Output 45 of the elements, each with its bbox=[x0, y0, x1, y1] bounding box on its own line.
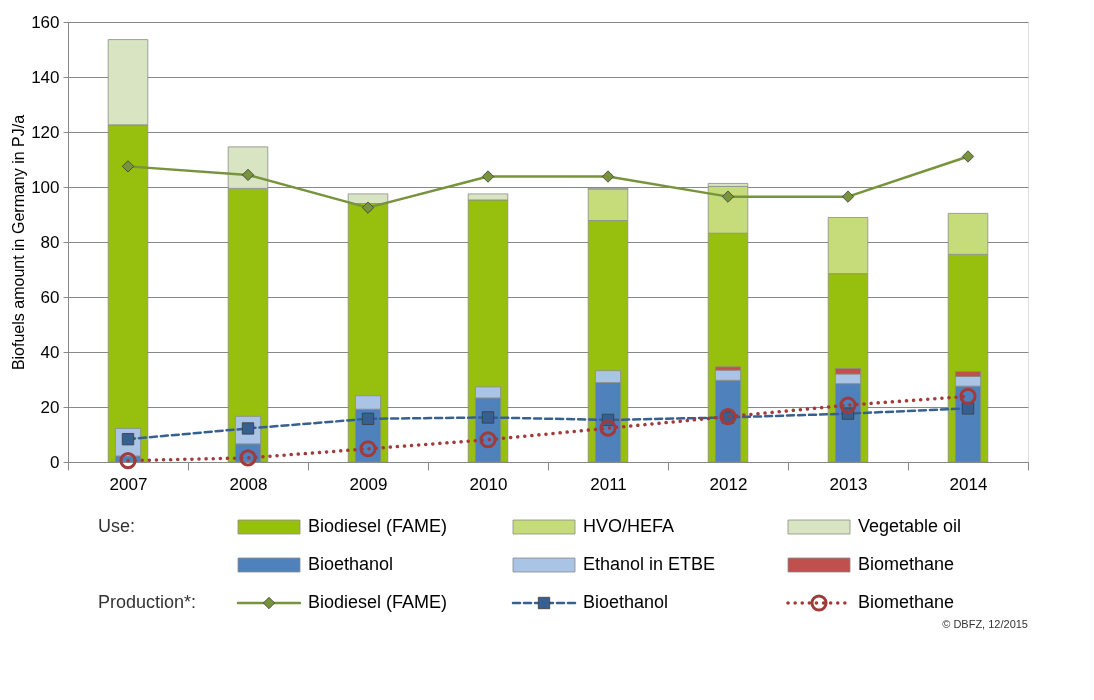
point bbox=[959, 387, 977, 405]
y-tick-label: 60 bbox=[40, 287, 60, 307]
x-tick-label: 2007 bbox=[109, 474, 148, 494]
legend-label: Bioethanol bbox=[583, 592, 669, 612]
y-tick-label: 160 bbox=[31, 12, 60, 32]
text: © DBFZ, 12/2015 bbox=[942, 618, 1028, 630]
x-tick-label: 2011 bbox=[590, 474, 627, 494]
point bbox=[361, 201, 375, 214]
y-axis-title: Biofuels amount in Germany in PJ/a bbox=[10, 114, 28, 371]
point bbox=[121, 160, 135, 173]
y-tick-label: 40 bbox=[40, 342, 60, 362]
point bbox=[839, 396, 857, 414]
x-tick-label: 2008 bbox=[229, 474, 268, 494]
y-tick-label: 20 bbox=[40, 397, 60, 417]
legend-label: Biomethane bbox=[858, 554, 955, 574]
text: Use: bbox=[98, 516, 136, 536]
legend-label: HVO/HEFA bbox=[583, 516, 675, 536]
point bbox=[961, 150, 975, 163]
legend-label: Biomethane bbox=[858, 592, 955, 612]
y-tick-label: 120 bbox=[31, 122, 60, 142]
point bbox=[599, 419, 617, 437]
y-tick-label: 0 bbox=[50, 452, 60, 472]
point bbox=[841, 190, 855, 203]
x-tick-label: 2012 bbox=[709, 474, 748, 494]
y-tick-label: 80 bbox=[40, 232, 60, 252]
y-tick-label: 140 bbox=[31, 67, 60, 87]
point bbox=[721, 190, 735, 203]
point bbox=[481, 170, 495, 183]
y-tick-label: 100 bbox=[31, 177, 60, 197]
x-tick-label: 2014 bbox=[949, 474, 988, 494]
point bbox=[119, 452, 137, 470]
legend-label: Bioethanol bbox=[308, 554, 394, 574]
point bbox=[361, 412, 375, 425]
legend-label: Vegetable oil bbox=[858, 516, 962, 536]
point bbox=[481, 411, 495, 424]
x-tick-label: 2009 bbox=[349, 474, 388, 494]
point bbox=[479, 431, 497, 449]
text: Production*: bbox=[98, 592, 197, 612]
point bbox=[601, 170, 615, 183]
point bbox=[359, 440, 377, 458]
x-tick-label: 2010 bbox=[469, 474, 508, 494]
legend-label: Biodiesel (FAME) bbox=[308, 516, 448, 536]
legend-label: Biodiesel (FAME) bbox=[308, 592, 448, 612]
legend-label: Ethanol in ETBE bbox=[583, 554, 716, 574]
x-tick-label: 2013 bbox=[829, 474, 868, 494]
